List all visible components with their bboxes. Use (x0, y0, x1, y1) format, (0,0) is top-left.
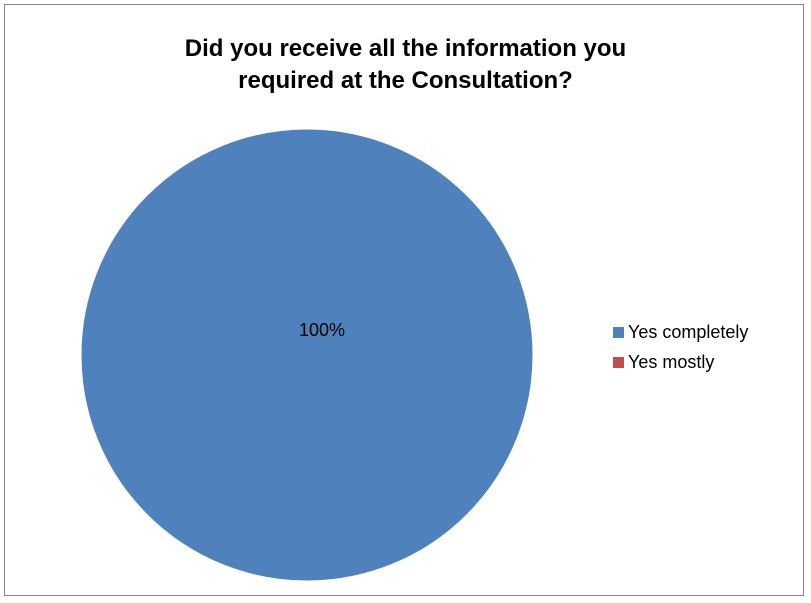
chart-title-line-1: Did you receive all the information you (184, 35, 627, 62)
chart-title: Did you receive all the information you … (0, 33, 811, 97)
chart-title-line-2: required at the Consultation? (238, 67, 573, 94)
legend-swatch-yes-mostly (613, 356, 624, 368)
data-label-0: 100% (299, 320, 345, 340)
legend-label-yes-mostly: Yes mostly (628, 351, 715, 372)
legend-item-yes-mostly: Yes mostly (613, 347, 748, 377)
legend-swatch-yes-completely (613, 326, 624, 338)
legend-item-yes-completely: Yes completely (613, 317, 748, 347)
legend: Yes completely Yes mostly (613, 317, 748, 377)
pie-slice-yes-completely (80, 128, 534, 582)
legend-label-yes-completely: Yes completely (628, 321, 749, 342)
